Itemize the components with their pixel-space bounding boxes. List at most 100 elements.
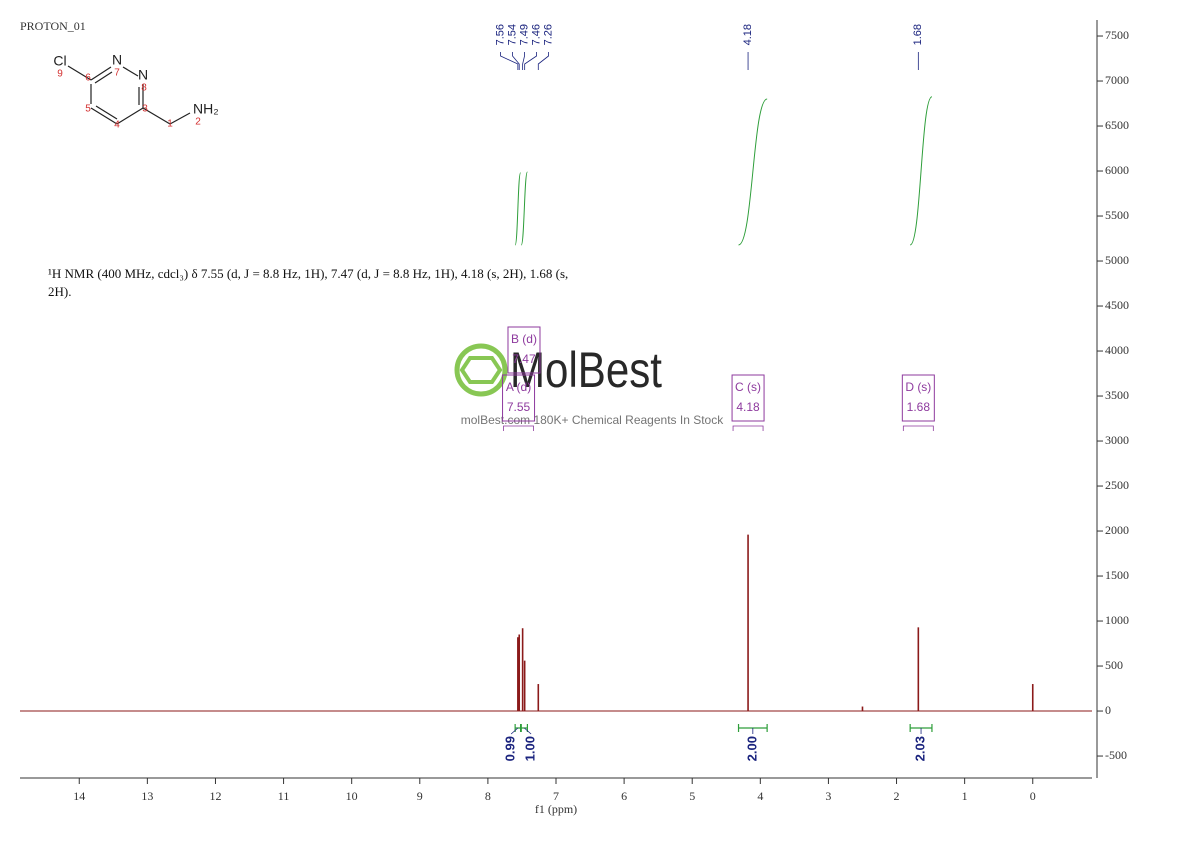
y-tick-label: 4000 xyxy=(1105,343,1129,357)
y-tick-label: -500 xyxy=(1105,748,1127,762)
peak-label: 4.18 xyxy=(742,24,754,45)
peak-leader xyxy=(522,52,525,70)
integral-curve xyxy=(514,172,522,246)
multiplet-shift: 7.55 xyxy=(507,400,531,414)
integral-curve xyxy=(520,171,528,246)
x-tick-label: 7 xyxy=(553,789,559,803)
y-tick-label: 0 xyxy=(1105,703,1111,717)
bond xyxy=(90,107,118,125)
x-tick-label: 2 xyxy=(894,789,900,803)
peak-label: 7.56 xyxy=(494,24,506,45)
x-tick-label: 13 xyxy=(141,789,153,803)
x-tick-label: 9 xyxy=(417,789,423,803)
watermark-logo-text: MolBest xyxy=(510,342,662,398)
x-tick-label: 4 xyxy=(757,789,763,803)
watermark: MolBest molBest.com 180K+ Chemical Reage… xyxy=(454,342,724,427)
y-tick-label: 2500 xyxy=(1105,478,1129,492)
atom-number: 5 xyxy=(85,104,91,115)
integral-label: 0.99 xyxy=(503,736,518,761)
integral-bracket xyxy=(520,724,528,732)
bond xyxy=(67,65,92,81)
y-tick-label: 2000 xyxy=(1105,523,1129,537)
peak-leader xyxy=(537,52,549,70)
x-tick-label: 14 xyxy=(73,789,85,803)
x-tick-label: 0 xyxy=(1030,789,1036,803)
x-axis-label: f1 (ppm) xyxy=(535,802,577,816)
atom-number: 8 xyxy=(141,83,147,94)
y-tick-label: 3500 xyxy=(1105,388,1129,402)
x-tick-label: 12 xyxy=(209,789,221,803)
atom: N xyxy=(112,52,122,68)
peak-leader xyxy=(512,52,520,70)
peak-label: 7.46 xyxy=(530,24,542,45)
y-tick-label: 5000 xyxy=(1105,253,1129,267)
bond xyxy=(116,107,144,125)
y-tick-label: 6000 xyxy=(1105,163,1129,177)
multiplet-shift: 4.18 xyxy=(736,400,760,414)
bond xyxy=(142,107,171,125)
bond xyxy=(95,105,118,120)
x-tick-label: 3 xyxy=(825,789,831,803)
multiplet-box xyxy=(507,326,541,374)
peak-label: 7.49 xyxy=(518,24,530,45)
sample-name: PROTON_01 xyxy=(20,19,86,33)
atom-number: 9 xyxy=(57,69,63,80)
y-tick-label: 1500 xyxy=(1105,568,1129,582)
x-tick-label: 1 xyxy=(962,789,968,803)
multiplet-label: B (d) xyxy=(511,332,537,346)
multiplet-shift: 1.68 xyxy=(907,400,931,414)
bond xyxy=(169,112,191,125)
bond xyxy=(94,71,113,84)
x-tick-label: 6 xyxy=(621,789,627,803)
atom: N xyxy=(138,67,148,83)
atom-number: 7 xyxy=(114,68,120,79)
bond xyxy=(90,66,112,81)
integral-label: 1.00 xyxy=(523,736,538,761)
multiplet-label: C (s) xyxy=(735,380,761,394)
logo xyxy=(459,356,503,384)
multiplet-bracket xyxy=(503,425,534,431)
y-tick-label: 3000 xyxy=(1105,433,1129,447)
multiplet-bracket xyxy=(732,425,764,431)
peak-leader xyxy=(524,52,537,70)
multiplet-bracket xyxy=(902,425,934,431)
watermark-tagline: molBest.com 180K+ Chemical Reagents In S… xyxy=(461,413,724,427)
x-tick-label: 11 xyxy=(278,789,290,803)
y-tick-label: 1000 xyxy=(1105,613,1129,627)
multiplet-box xyxy=(502,374,536,422)
molecule xyxy=(67,65,191,125)
atom-number: 1 xyxy=(167,119,173,130)
bond xyxy=(122,66,139,77)
x-tick-label: 5 xyxy=(689,789,695,803)
x-tick-label: 10 xyxy=(346,789,358,803)
x-tick-label: 8 xyxy=(485,789,491,803)
atom: Cl xyxy=(53,53,66,69)
multiplet-label: A (d) xyxy=(506,380,531,394)
y-tick-label: 5500 xyxy=(1105,208,1129,222)
y-tick-label: 6500 xyxy=(1105,118,1129,132)
y-tick-label: 7500 xyxy=(1105,28,1129,42)
nmr-description: ¹H NMR (400 MHz, cdcl₃) δ 7.55 (d, J = 8… xyxy=(48,266,569,299)
multiplet-box xyxy=(901,374,935,422)
integral-curve xyxy=(909,96,933,246)
atom-number: 4 xyxy=(114,120,120,131)
atom: NH₂ xyxy=(193,101,219,117)
multiplet-label: D (s) xyxy=(905,380,931,394)
integral-label: 2.03 xyxy=(912,736,927,761)
integral-leader xyxy=(510,727,519,735)
integral-label: 2.00 xyxy=(744,736,759,761)
logo xyxy=(454,343,508,397)
integral-leader xyxy=(524,727,532,735)
peak-label: 7.26 xyxy=(542,24,554,45)
multiplet-box xyxy=(731,374,765,422)
integral-curve xyxy=(738,98,768,246)
y-tick-label: 4500 xyxy=(1105,298,1129,312)
atom-number: 3 xyxy=(142,104,148,115)
atom-number: 2 xyxy=(195,117,201,128)
peak-label: 1.68 xyxy=(912,24,924,45)
atom-number: 6 xyxy=(85,73,91,84)
y-tick-label: 500 xyxy=(1105,658,1123,672)
peak-leader xyxy=(500,52,519,70)
peak-label: 7.54 xyxy=(506,24,518,45)
